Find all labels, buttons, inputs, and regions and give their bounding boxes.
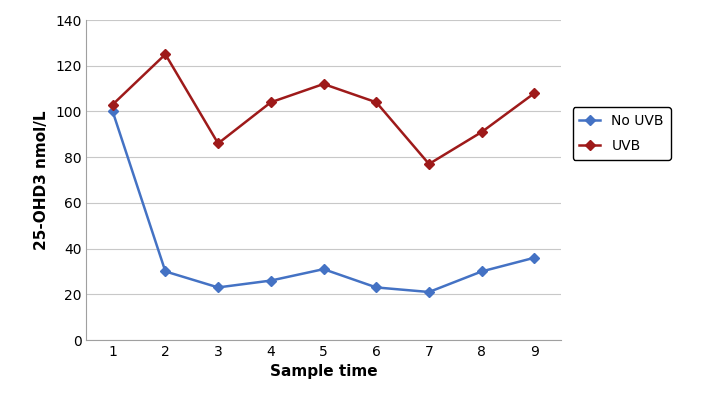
UVB — [109, 102, 117, 107]
No UVB — [372, 285, 380, 290]
UVB — [214, 141, 222, 146]
No UVB — [477, 269, 486, 274]
No UVB — [214, 285, 222, 290]
Line: No UVB: No UVB — [109, 108, 538, 296]
No UVB — [161, 269, 170, 274]
UVB — [161, 52, 170, 57]
UVB — [319, 82, 328, 86]
No UVB — [425, 290, 434, 294]
Legend: No UVB, UVB: No UVB, UVB — [572, 107, 671, 160]
Line: UVB: UVB — [109, 51, 538, 168]
UVB — [425, 162, 434, 166]
Y-axis label: 25-OHD3 nmol/L: 25-OHD3 nmol/L — [35, 110, 50, 250]
No UVB — [109, 109, 117, 114]
X-axis label: Sample time: Sample time — [270, 364, 377, 380]
UVB — [267, 100, 275, 105]
UVB — [530, 91, 539, 96]
No UVB — [267, 278, 275, 283]
No UVB — [530, 255, 539, 260]
No UVB — [319, 267, 328, 272]
UVB — [477, 130, 486, 134]
UVB — [372, 100, 380, 105]
